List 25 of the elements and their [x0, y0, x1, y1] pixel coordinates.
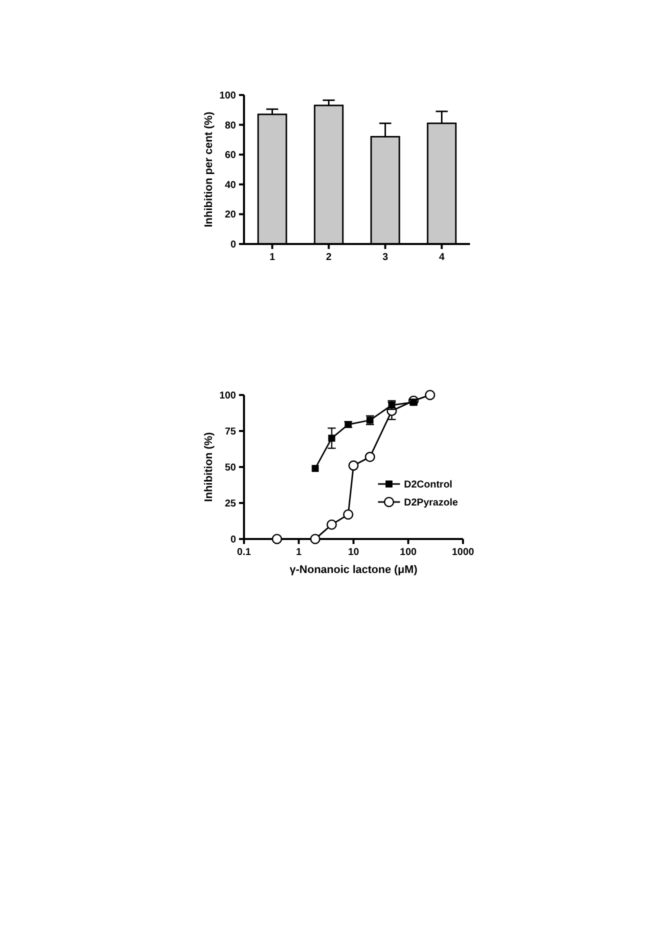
y-tick-label: 75 [224, 426, 236, 438]
x-tick-label: 3 [382, 252, 388, 263]
x-tick-label: 1 [296, 547, 302, 558]
y-axis-title: Inhibition per cent (%) [203, 111, 215, 228]
y-tick-label: 100 [219, 390, 236, 402]
y-tick-label: 25 [224, 498, 236, 510]
legend-label: D2Control [404, 480, 453, 490]
x-tick-label: 1000 [452, 547, 475, 558]
x-tick-label: 100 [400, 547, 418, 558]
y-tick-label: 80 [224, 120, 236, 132]
x-tick-label: 1 [269, 252, 276, 263]
y-axis-title: Inhibition (%) [203, 432, 215, 502]
x-tick-label: 2 [326, 252, 332, 263]
x-tick-label: 10 [348, 547, 360, 558]
x-tick-label: 4 [438, 252, 445, 263]
legend-label: D2Pyrazole [404, 498, 458, 508]
y-tick-label: 20 [224, 210, 236, 221]
y-tick-label: 40 [224, 180, 236, 191]
x-tick-label: 0.1 [237, 547, 252, 558]
y-tick-label: 0 [230, 534, 236, 546]
y-tick-label: 100 [219, 90, 236, 102]
y-tick-label: 60 [224, 150, 236, 162]
x-axis-title: γ-Nonanoic lactone (μM) [290, 564, 418, 576]
y-tick-label: 0 [230, 240, 236, 250]
y-tick-label: 50 [224, 462, 236, 474]
